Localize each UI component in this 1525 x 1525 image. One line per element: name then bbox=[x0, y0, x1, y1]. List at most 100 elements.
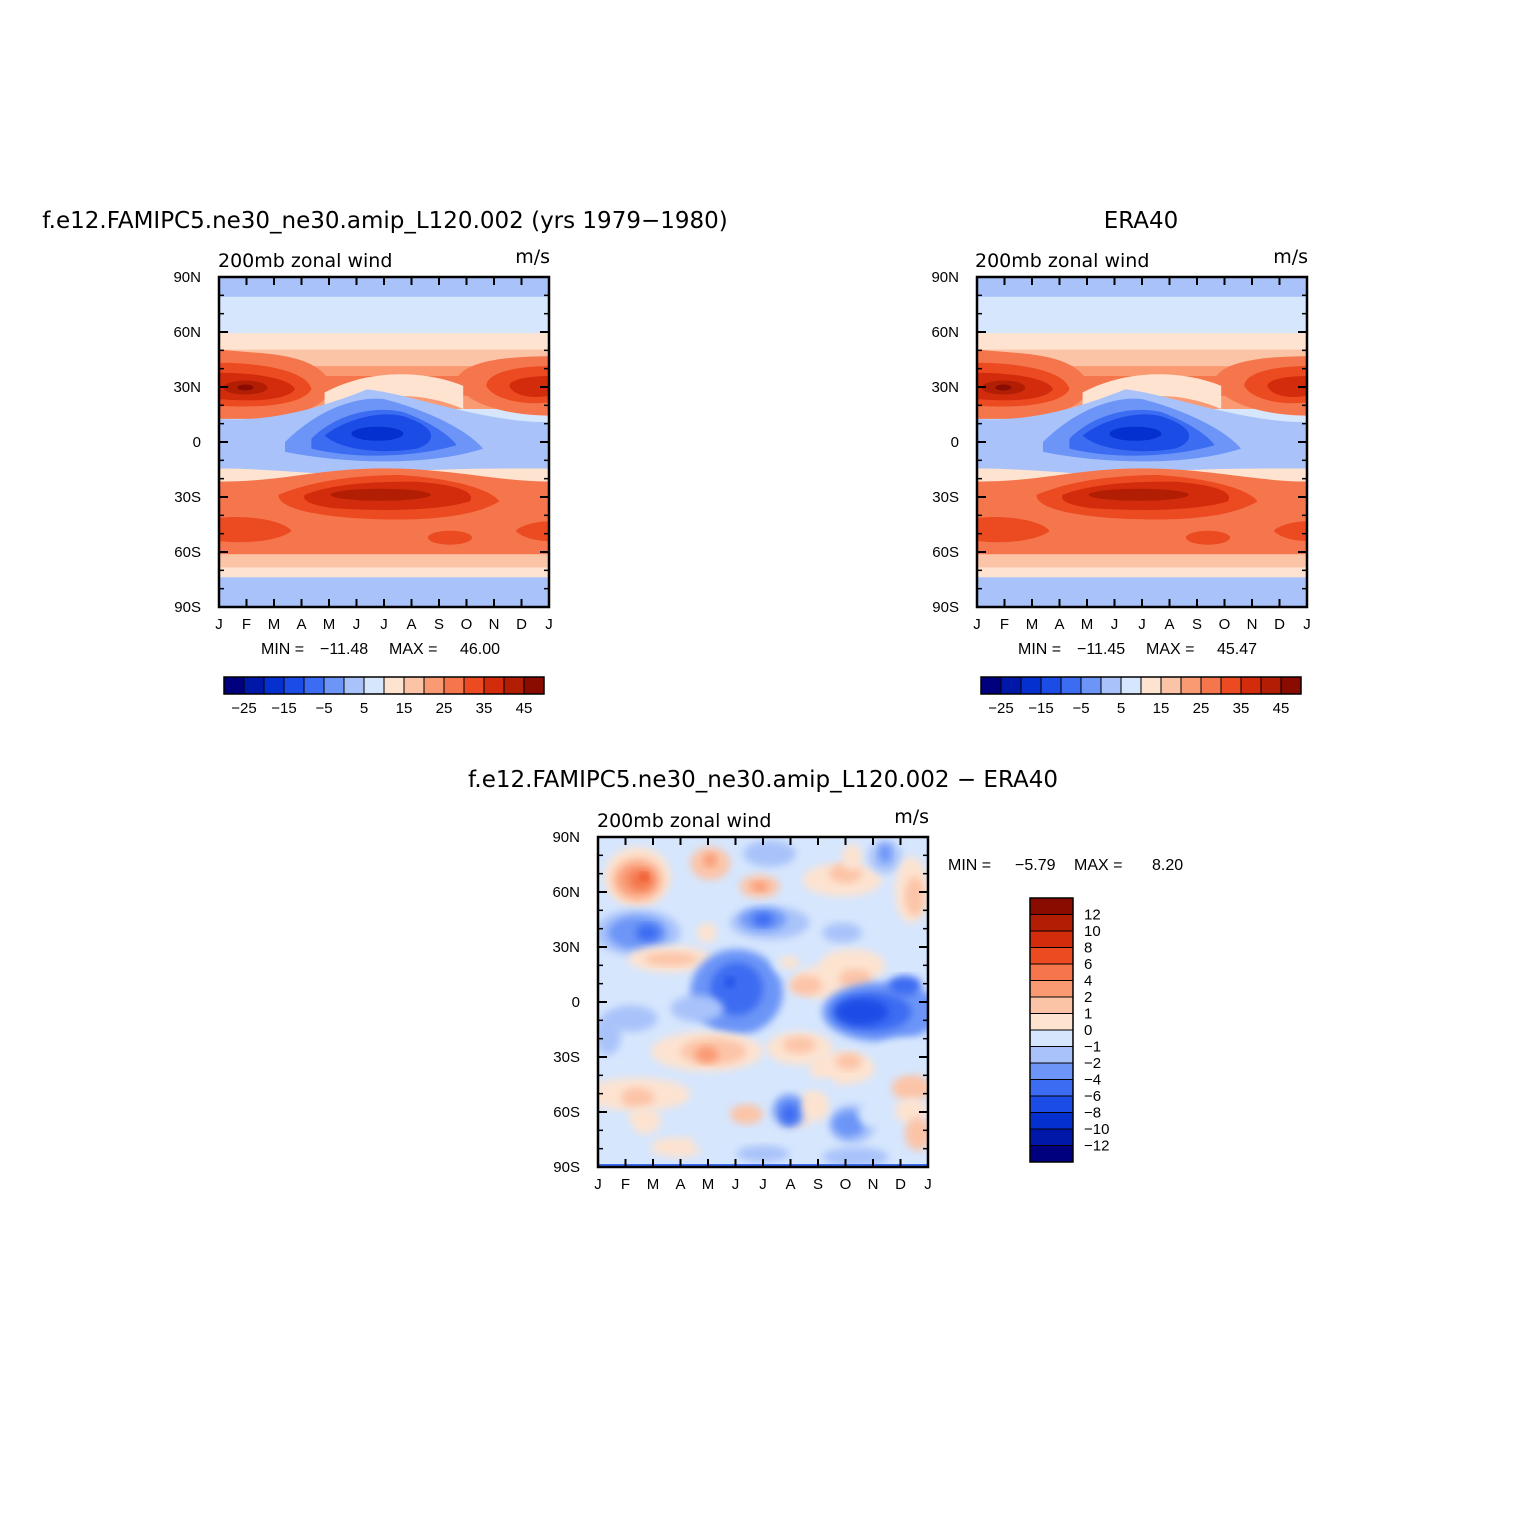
x-tick-label: J bbox=[973, 616, 981, 633]
stats-line: MIN = −5.79 MAX = 8.20 bbox=[948, 857, 1183, 874]
contour-region bbox=[650, 1137, 704, 1158]
contour-region bbox=[822, 1147, 889, 1167]
contour-region bbox=[428, 530, 472, 545]
y-tick-label: 0 bbox=[951, 434, 959, 451]
y-tick-label: 90N bbox=[552, 829, 580, 846]
colorbar-label: 15 bbox=[1153, 700, 1170, 717]
colorbar-swatch bbox=[1029, 947, 1074, 965]
y-tick-label: 30N bbox=[931, 379, 959, 396]
max-label: MAX = bbox=[1074, 857, 1122, 874]
colorbar-label: −25 bbox=[988, 700, 1013, 717]
contour-region bbox=[779, 955, 800, 970]
x-tick-label: D bbox=[516, 616, 527, 633]
colorbar-swatch bbox=[1140, 676, 1162, 695]
contour-region bbox=[888, 975, 922, 996]
y-tick-label: 60S bbox=[174, 544, 201, 561]
contour-region bbox=[598, 1117, 635, 1151]
contour-band bbox=[977, 333, 1307, 351]
contour-region bbox=[1109, 426, 1162, 441]
x-tick-label: J bbox=[215, 616, 223, 633]
x-tick-label: J bbox=[1111, 616, 1119, 633]
y-tick-label: 30N bbox=[173, 379, 201, 396]
colorbar-swatch bbox=[1200, 676, 1222, 695]
max-label: MAX = bbox=[389, 641, 437, 658]
colorbar-swatch bbox=[1029, 1145, 1074, 1163]
contour-region bbox=[789, 975, 823, 996]
x-tick-label: N bbox=[1247, 616, 1258, 633]
y-tick-label: 30S bbox=[553, 1049, 580, 1066]
y-tick-label: 90S bbox=[553, 1159, 580, 1176]
colorbar-label: 35 bbox=[1233, 700, 1250, 717]
x-tick-label: O bbox=[840, 1176, 852, 1193]
y-tick-label: 30N bbox=[552, 939, 580, 956]
max-value: 45.47 bbox=[1217, 641, 1257, 658]
x-tick-label: J bbox=[732, 1176, 740, 1193]
colorbar-swatch bbox=[1260, 676, 1282, 695]
contour-region bbox=[604, 1005, 658, 1032]
colorbar-frame bbox=[223, 676, 545, 695]
x-tick-label: S bbox=[434, 616, 444, 633]
contour-region bbox=[1088, 488, 1189, 501]
x-tick-label: F bbox=[621, 1176, 630, 1193]
colorbar-label: 25 bbox=[1193, 700, 1210, 717]
contour-region bbox=[751, 881, 768, 892]
contour-region bbox=[730, 1104, 763, 1125]
contour-field bbox=[977, 277, 1307, 607]
contour-region bbox=[695, 1046, 719, 1064]
colorbar-swatch bbox=[503, 676, 525, 695]
colorbar-swatch bbox=[1080, 676, 1102, 695]
colorbar-swatch bbox=[523, 676, 545, 695]
x-tick-label: M bbox=[702, 1176, 715, 1193]
colorbar-label: 5 bbox=[360, 700, 368, 717]
colorbar-swatch bbox=[403, 676, 425, 695]
colorbar-label: −15 bbox=[1028, 700, 1053, 717]
contour-region bbox=[640, 872, 649, 881]
colorbar-swatch bbox=[1029, 1095, 1074, 1113]
x-tick-label: J bbox=[924, 1176, 932, 1193]
colorbar-label: 2 bbox=[1084, 989, 1092, 1006]
contour-region bbox=[703, 853, 717, 867]
min-label: MIN = bbox=[948, 857, 991, 874]
colorbar-label: −6 bbox=[1084, 1088, 1101, 1105]
contour-region bbox=[743, 840, 796, 867]
colorbar-label: 1 bbox=[1084, 1006, 1092, 1023]
colorbar-swatch bbox=[1029, 930, 1074, 948]
contour-region bbox=[1274, 521, 1307, 541]
colorbar-label: 15 bbox=[396, 700, 413, 717]
contour-region bbox=[644, 952, 697, 966]
x-tick-label: A bbox=[406, 616, 416, 633]
y-tick-label: 60N bbox=[931, 324, 959, 341]
right-string: m/s bbox=[894, 806, 929, 828]
panel-title: f.e12.FAMIPC5.ne30_ne30.amip_L120.002 − … bbox=[468, 767, 1058, 793]
contour-region bbox=[832, 1110, 866, 1138]
colorbar-swatch bbox=[1029, 1046, 1074, 1064]
colorbar-swatch bbox=[423, 676, 445, 695]
contour-region bbox=[351, 426, 404, 441]
colorbar-swatch bbox=[1029, 914, 1074, 932]
x-tick-label: S bbox=[1192, 616, 1202, 633]
contour-region bbox=[842, 843, 862, 870]
contour-region bbox=[509, 376, 549, 398]
colorbar-label: −25 bbox=[231, 700, 256, 717]
x-tick-label: D bbox=[1274, 616, 1285, 633]
colorbar-swatch bbox=[1029, 1128, 1074, 1146]
min-value: −11.45 bbox=[1077, 641, 1125, 658]
x-tick-label: O bbox=[1219, 616, 1231, 633]
left-string: 200mb zonal wind bbox=[597, 810, 771, 832]
contour-region bbox=[219, 517, 292, 543]
colorbar-swatch bbox=[383, 676, 405, 695]
contour-band bbox=[219, 296, 549, 335]
colorbar-swatch bbox=[443, 676, 465, 695]
min-label: MIN = bbox=[261, 641, 304, 658]
x-tick-label: J bbox=[353, 616, 361, 633]
colorbar-label: 4 bbox=[1084, 973, 1092, 990]
colorbar-label: 35 bbox=[476, 700, 493, 717]
contour-region bbox=[858, 1101, 886, 1128]
y-tick-label: 60S bbox=[932, 544, 959, 561]
x-tick-label: A bbox=[296, 616, 306, 633]
contour-region bbox=[835, 998, 889, 1026]
colorbar-swatch bbox=[1029, 1112, 1074, 1130]
